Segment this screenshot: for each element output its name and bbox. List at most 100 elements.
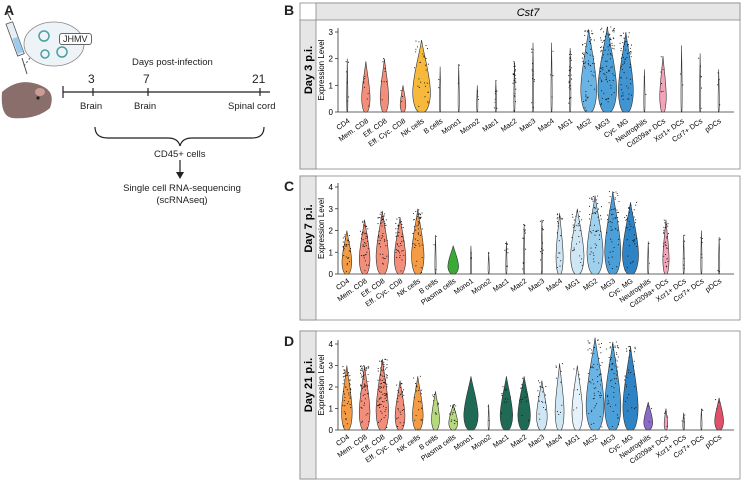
data-point <box>533 80 535 82</box>
data-point <box>537 395 539 398</box>
data-point <box>521 384 523 386</box>
data-point <box>416 260 418 262</box>
data-point <box>619 42 621 44</box>
data-point <box>382 363 384 365</box>
data-point <box>346 374 348 377</box>
data-point <box>632 239 634 242</box>
data-point <box>580 261 582 264</box>
data-point <box>615 404 617 406</box>
violin-mono1 <box>457 63 460 113</box>
data-point <box>620 50 622 52</box>
data-point <box>361 388 363 390</box>
data-point <box>599 384 602 386</box>
data-point <box>717 84 719 86</box>
data-point <box>427 101 429 103</box>
data-point <box>599 230 602 232</box>
data-point <box>386 255 388 257</box>
y-tick-label: 3 <box>329 28 334 37</box>
data-point <box>418 217 420 219</box>
data-point <box>362 372 364 374</box>
data-point <box>589 231 592 233</box>
data-point <box>556 221 559 223</box>
data-point <box>626 266 628 269</box>
data-point <box>664 411 667 413</box>
data-point <box>627 207 630 209</box>
data-point <box>514 66 516 68</box>
data-point <box>594 243 596 245</box>
data-point <box>576 389 578 391</box>
x-tick-label: Mac4 <box>544 276 564 293</box>
data-point <box>380 369 383 371</box>
data-point <box>362 244 364 246</box>
data-point <box>414 247 416 249</box>
data-point <box>622 98 624 100</box>
x-tick-label: pDCs <box>703 432 723 450</box>
data-point <box>380 222 382 224</box>
data-point <box>602 54 605 56</box>
data-point <box>664 222 666 224</box>
data-point <box>560 260 562 262</box>
data-point <box>588 412 590 415</box>
data-point <box>363 86 366 88</box>
data-point <box>614 357 616 359</box>
violin-mac3 <box>540 219 543 275</box>
data-point <box>477 98 479 100</box>
violin-mac1 <box>499 376 513 431</box>
data-point <box>591 33 593 35</box>
data-point <box>366 264 368 266</box>
data-point <box>617 356 619 358</box>
data-point <box>610 238 612 240</box>
data-point <box>403 422 405 424</box>
data-point <box>398 217 400 219</box>
data-point <box>611 209 613 211</box>
data-point <box>365 237 367 240</box>
mouse-icon <box>1 82 52 119</box>
timeline-title: Days post-infection <box>132 57 213 68</box>
data-point <box>594 394 596 397</box>
data-point <box>611 44 613 46</box>
data-point <box>386 367 388 369</box>
data-point <box>453 419 455 422</box>
data-point <box>345 374 347 376</box>
data-point <box>595 231 597 233</box>
data-point <box>365 389 367 391</box>
data-point <box>385 394 388 396</box>
data-point <box>586 52 588 54</box>
data-point <box>607 214 609 216</box>
data-point <box>366 251 368 253</box>
data-point <box>595 213 597 215</box>
data-point <box>577 223 580 225</box>
data-point <box>633 209 635 211</box>
data-point <box>613 92 615 94</box>
data-point <box>521 415 523 417</box>
data-point <box>615 217 617 219</box>
tissue-day-3: Brain <box>80 101 103 112</box>
data-point <box>585 95 587 97</box>
data-point <box>569 52 571 54</box>
method-line1: Single cell RNA-sequencing <box>123 183 241 194</box>
data-point <box>366 240 368 242</box>
data-point <box>585 46 587 48</box>
data-point <box>593 254 595 256</box>
data-point <box>384 240 386 242</box>
data-point <box>558 240 560 242</box>
data-point <box>575 224 577 226</box>
data-point <box>416 386 418 388</box>
data-point <box>400 413 402 415</box>
data-point <box>610 84 612 86</box>
data-point <box>628 32 630 34</box>
data-point <box>514 69 517 71</box>
data-point <box>512 82 514 84</box>
data-point <box>367 393 369 395</box>
data-point <box>663 245 665 247</box>
data-point <box>588 205 591 207</box>
data-point <box>386 374 388 376</box>
data-point <box>612 346 614 348</box>
data-point <box>350 407 352 409</box>
x-tick-label: Mac2 <box>509 276 529 293</box>
data-point <box>514 74 516 76</box>
data-point <box>420 272 423 274</box>
data-point <box>605 98 608 100</box>
data-point <box>608 202 610 204</box>
violin-pdcs <box>717 69 720 113</box>
